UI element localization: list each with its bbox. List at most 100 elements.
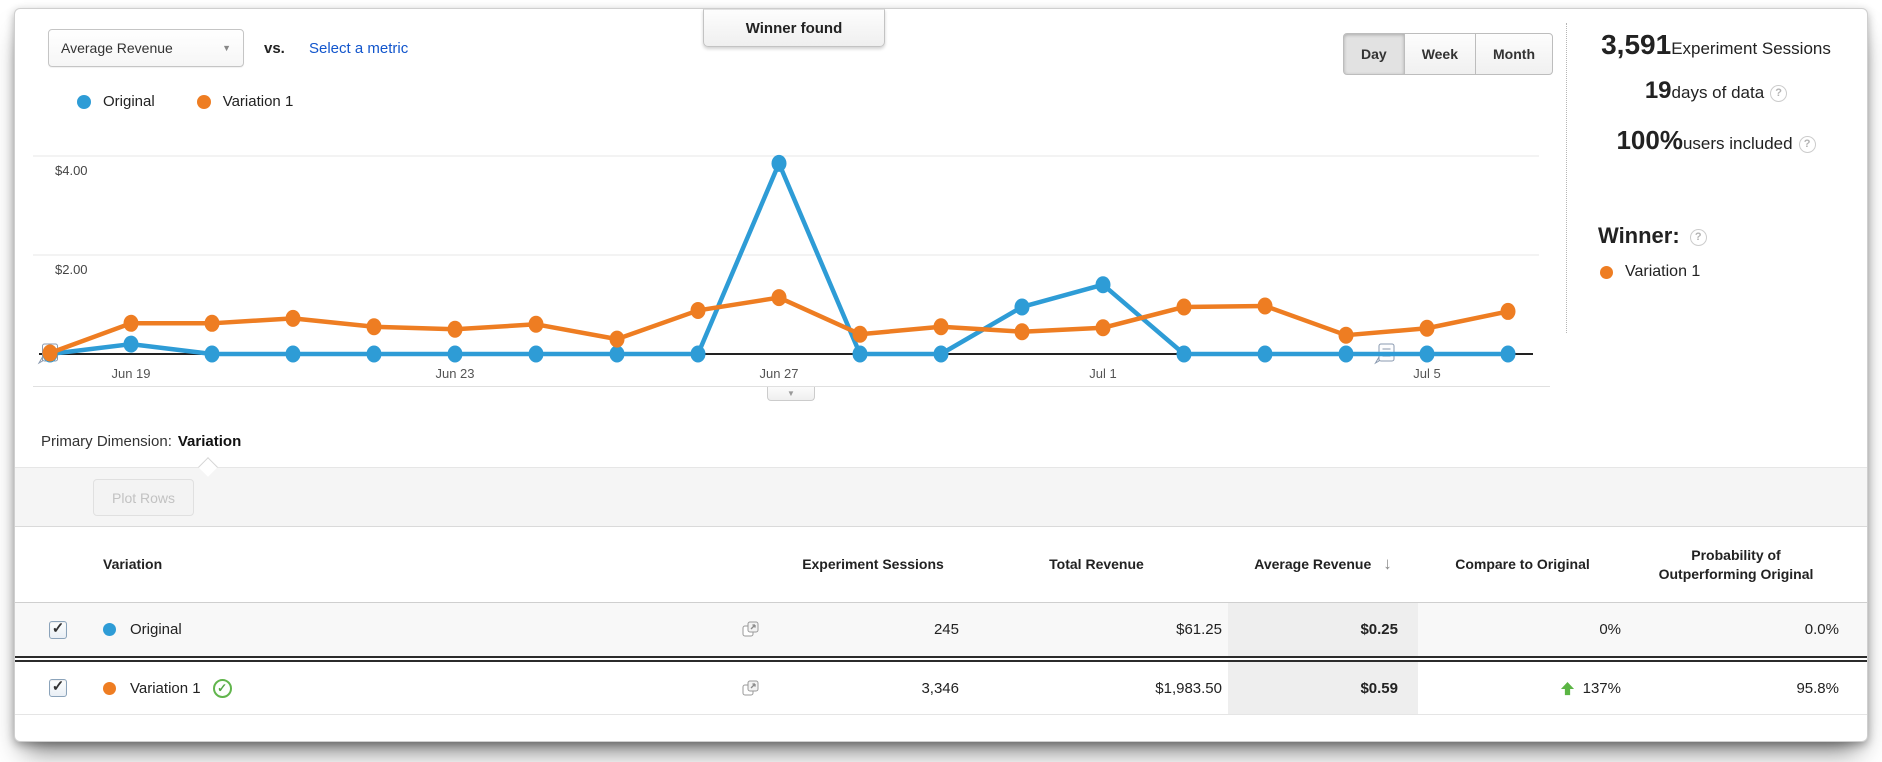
y-axis-label: $2.00 xyxy=(55,262,88,277)
col-header-compare[interactable]: Compare to Original xyxy=(1455,556,1590,573)
users-label: users included xyxy=(1682,134,1793,153)
chart-point[interactable] xyxy=(123,335,139,353)
chart-legend: Original Variation 1 xyxy=(77,93,321,110)
chart-point[interactable] xyxy=(690,301,706,319)
collapse-caret-icon: ▼ xyxy=(787,389,795,398)
variation-name: Variation 1 xyxy=(130,679,201,697)
help-icon[interactable]: ? xyxy=(1770,85,1788,103)
table-row-variation1: ✓ Variation 1 ✓ 3,346 $1,983.50 $0.59 13… xyxy=(15,662,1867,715)
chart-point[interactable] xyxy=(204,345,220,363)
chart-point[interactable] xyxy=(609,345,625,363)
sessions-stat: 3,591Experiment Sessions xyxy=(1568,29,1864,61)
chart-point[interactable] xyxy=(1257,345,1273,363)
legend-item-variation1[interactable]: Variation 1 xyxy=(196,93,294,110)
chart-point[interactable] xyxy=(42,344,58,362)
week-button[interactable]: Week xyxy=(1403,33,1477,75)
goto-report-icon[interactable] xyxy=(742,680,759,697)
y-axis-label: $4.00 xyxy=(55,163,88,178)
sessions-value: 3,591 xyxy=(1601,29,1672,60)
col-header-average-revenue[interactable]: Average Revenue ↓ xyxy=(1228,527,1418,602)
chart-point[interactable] xyxy=(366,345,382,363)
chart-point[interactable] xyxy=(123,314,139,332)
chart-point[interactable] xyxy=(1257,297,1273,315)
x-axis-label: Jul 5 xyxy=(1413,366,1440,381)
total-revenue-cell: $61.25 xyxy=(1176,621,1222,638)
winner-variation: Variation 1 xyxy=(1600,263,1700,281)
line-chart-svg: $2.00 $4.00 Jun 19 Jun 23 Jun 27 Jul 1 Jul 5 xyxy=(33,154,1539,381)
days-value: 19 xyxy=(1644,77,1672,104)
chart-point[interactable] xyxy=(1014,323,1030,341)
primary-dimension-value[interactable]: Variation xyxy=(177,433,242,450)
stats-divider xyxy=(1566,23,1567,333)
chart-point[interactable] xyxy=(771,289,787,307)
x-axis-label: Jun 19 xyxy=(111,366,150,381)
chart-point[interactable] xyxy=(1419,319,1435,337)
original-separator xyxy=(15,656,1867,662)
chart-point[interactable] xyxy=(1176,345,1192,363)
metric-selector-dropdown[interactable]: Average Revenue ▼ xyxy=(48,29,244,67)
chart-point[interactable] xyxy=(204,314,220,332)
select-metric-link[interactable]: Select a metric xyxy=(309,40,409,57)
winner-found-banner[interactable]: Winner found xyxy=(703,9,885,47)
average-revenue-cell: $0.25 xyxy=(1228,603,1418,656)
chart-point[interactable] xyxy=(1500,345,1516,363)
row-checkbox[interactable]: ✓ xyxy=(49,679,67,697)
plot-rows-button[interactable]: Plot Rows xyxy=(93,479,195,516)
col-header-total-revenue[interactable]: Total Revenue xyxy=(1049,556,1144,573)
sort-descending-icon[interactable]: ↓ xyxy=(1383,554,1392,574)
chart-point[interactable] xyxy=(1095,276,1111,294)
chart-point[interactable] xyxy=(1014,298,1030,316)
chart-point[interactable] xyxy=(528,345,544,363)
increase-arrow-icon xyxy=(1560,681,1574,695)
chart-point[interactable] xyxy=(447,345,463,363)
granularity-toggle: Day Week Month xyxy=(1343,33,1553,75)
chart-collapse-handle[interactable]: ▼ xyxy=(767,387,815,401)
col-header-variation[interactable]: Variation xyxy=(103,556,163,573)
average-revenue-cell: $0.59 xyxy=(1228,662,1418,714)
variation1-series-dot xyxy=(103,681,116,695)
variation1-series-dot xyxy=(196,94,211,109)
chart-point[interactable] xyxy=(933,318,949,336)
chart-point[interactable] xyxy=(1176,298,1192,316)
chart-point[interactable] xyxy=(771,154,787,172)
chart-line-original xyxy=(47,161,1511,357)
chart-point[interactable] xyxy=(1419,345,1435,363)
chart-point[interactable] xyxy=(690,345,706,363)
month-button[interactable]: Month xyxy=(1475,33,1553,75)
chart-point[interactable] xyxy=(1338,326,1354,344)
help-icon[interactable]: ? xyxy=(1798,136,1816,154)
chart-point[interactable] xyxy=(1095,319,1111,337)
chart-point[interactable] xyxy=(1500,302,1516,320)
chart-point[interactable] xyxy=(852,345,868,363)
help-icon[interactable]: ? xyxy=(1689,228,1707,246)
primary-dimension: Primary Dimension: Variation xyxy=(41,433,241,450)
legend-label: Variation 1 xyxy=(222,93,294,110)
experiment-chart: $2.00 $4.00 Jun 19 Jun 23 Jun 27 Jul 1 Jul 5 xyxy=(33,117,1550,387)
original-series-dot xyxy=(77,94,91,109)
legend-item-original[interactable]: Original xyxy=(77,93,155,110)
dimension-tab-notch xyxy=(198,457,218,477)
chart-point[interactable] xyxy=(852,325,868,343)
chart-point[interactable] xyxy=(933,345,949,363)
chevron-down-icon: ▼ xyxy=(222,43,231,53)
users-stat: 100%users included? xyxy=(1568,125,1864,156)
chart-point[interactable] xyxy=(285,345,301,363)
compare-cell: 137% xyxy=(1418,662,1627,714)
winner-name: Variation 1 xyxy=(1625,263,1701,280)
row-checkbox[interactable]: ✓ xyxy=(49,620,67,639)
goto-report-icon[interactable] xyxy=(742,621,759,638)
col-header-probability[interactable]: Probability of Outperforming Original xyxy=(1658,547,1814,582)
chart-point[interactable] xyxy=(285,309,301,327)
chart-point[interactable] xyxy=(447,320,463,338)
table-toolbar: Plot Rows xyxy=(15,457,1867,527)
probability-cell: 0.0% xyxy=(1804,621,1839,638)
chart-point[interactable] xyxy=(609,330,625,348)
col-header-sessions[interactable]: Experiment Sessions xyxy=(802,556,944,573)
sessions-label: Experiment Sessions xyxy=(1671,39,1831,58)
users-value: 100% xyxy=(1616,125,1683,155)
chart-point[interactable] xyxy=(528,315,544,333)
variation-name: Original xyxy=(130,621,182,638)
chart-point[interactable] xyxy=(366,318,382,336)
day-button[interactable]: Day xyxy=(1343,33,1405,75)
chart-point[interactable] xyxy=(1338,345,1354,363)
